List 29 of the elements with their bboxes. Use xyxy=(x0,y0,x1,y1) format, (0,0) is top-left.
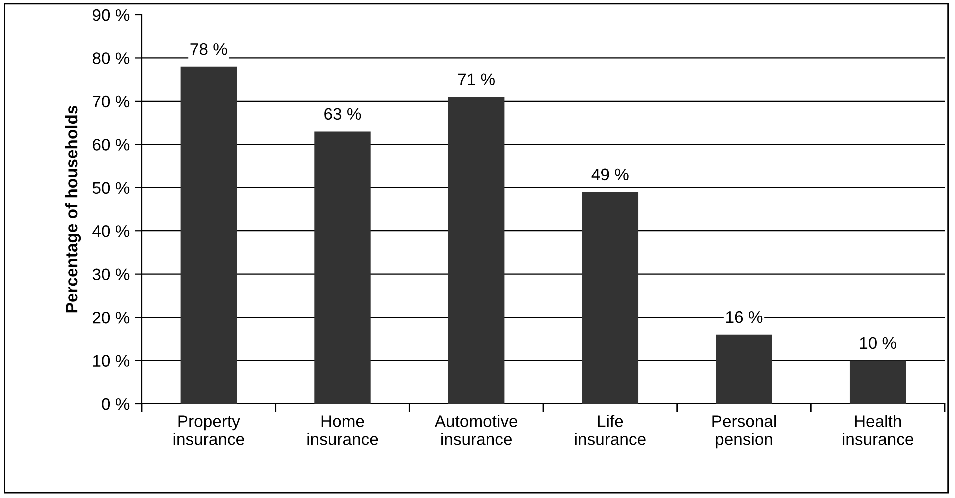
x-tick-label: Personal pension xyxy=(712,415,776,449)
bar xyxy=(314,132,371,404)
bar xyxy=(180,66,238,404)
data-label: 78 % xyxy=(190,43,228,56)
y-tick-label: 0 % xyxy=(102,398,130,410)
x-tick-label: Home insurance xyxy=(308,416,378,446)
y-tick-label: 60 % xyxy=(93,139,130,151)
bar xyxy=(850,360,906,404)
y-tick-label: 50 % xyxy=(92,182,130,194)
y-axis-title: Percentage of households xyxy=(65,106,82,313)
x-tick-label: Life insurance xyxy=(575,415,646,446)
x-tick-label: Health insurance xyxy=(843,415,914,446)
bar xyxy=(582,192,639,404)
data-label: 16 % xyxy=(726,311,763,324)
y-tick-label: 20 % xyxy=(93,312,130,324)
bar xyxy=(716,334,772,404)
y-tick-label: 90 % xyxy=(92,9,130,22)
data-label: 63 % xyxy=(324,108,362,120)
x-tick-label: Property insurance xyxy=(174,416,244,446)
y-tick-label: 70 % xyxy=(93,96,130,108)
bar xyxy=(448,97,505,404)
data-label: 10 % xyxy=(860,337,896,350)
y-tick-label: 80 % xyxy=(92,52,130,64)
y-tick-label: 40 % xyxy=(92,226,130,238)
data-label: 71 % xyxy=(458,74,495,86)
x-tick-label: Automotive insurance xyxy=(434,415,518,446)
y-tick-label: 30 % xyxy=(92,268,130,281)
y-tick-label: 10 % xyxy=(93,355,130,367)
data-label: 49 % xyxy=(592,168,629,181)
